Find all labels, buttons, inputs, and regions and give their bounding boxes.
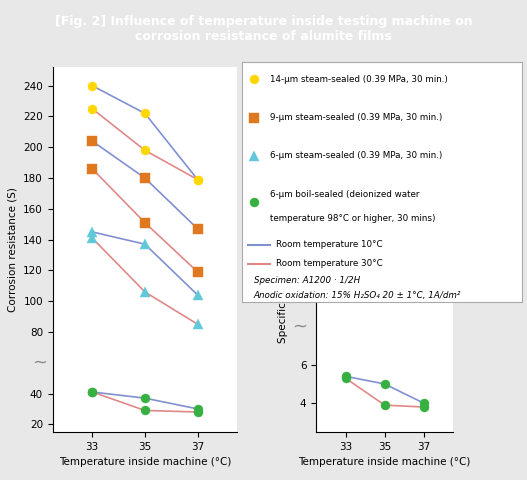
Text: ~: ~: [292, 317, 307, 336]
Text: 6-μm boil-sealed (deionized water: 6-μm boil-sealed (deionized water: [270, 190, 420, 199]
Text: Anodic oxidation: 15% H₂SO₄ 20 ± 1°C, 1A/dm²: Anodic oxidation: 15% H₂SO₄ 20 ± 1°C, 1A…: [253, 291, 461, 300]
Text: ~: ~: [32, 354, 47, 372]
Text: Specimen: A1200 · 1/2H: Specimen: A1200 · 1/2H: [253, 276, 360, 285]
Text: 14-μm steam-sealed (0.39 MPa, 30 min.): 14-μm steam-sealed (0.39 MPa, 30 min.): [270, 75, 448, 84]
Y-axis label: Corrosion resistance (S): Corrosion resistance (S): [8, 187, 18, 312]
Text: 6-μm steam-sealed (0.39 MPa, 30 min.): 6-μm steam-sealed (0.39 MPa, 30 min.): [270, 152, 443, 160]
Text: Room temperature 30°C: Room temperature 30°C: [276, 260, 383, 268]
Y-axis label: Specific corrosion resistance (S/μm): Specific corrosion resistance (S/μm): [278, 156, 288, 343]
Text: [Fig. 2] Influence of temperature inside testing machine on
corrosion resistance: [Fig. 2] Influence of temperature inside…: [55, 15, 472, 43]
Text: Room temperature 10°C: Room temperature 10°C: [276, 240, 383, 249]
X-axis label: Temperature inside machine (°C): Temperature inside machine (°C): [298, 457, 471, 467]
X-axis label: Temperature inside machine (°C): Temperature inside machine (°C): [58, 457, 231, 467]
Text: 9-μm steam-sealed (0.39 MPa, 30 min.): 9-μm steam-sealed (0.39 MPa, 30 min.): [270, 113, 443, 122]
Text: temperature 98°C or higher, 30 mins): temperature 98°C or higher, 30 mins): [270, 214, 436, 223]
